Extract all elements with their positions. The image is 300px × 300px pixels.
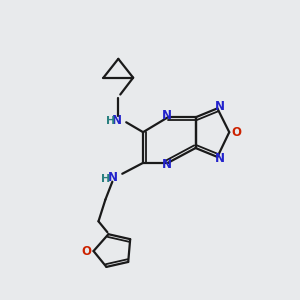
Text: H: H	[101, 174, 110, 184]
Text: O: O	[231, 126, 241, 139]
Text: N: N	[112, 114, 122, 127]
Text: N: N	[162, 109, 172, 122]
Text: H: H	[106, 116, 115, 126]
Text: N: N	[215, 100, 225, 113]
Text: N: N	[215, 152, 225, 165]
Text: O: O	[82, 244, 92, 258]
Text: N: N	[162, 158, 172, 171]
Text: N: N	[108, 171, 118, 184]
